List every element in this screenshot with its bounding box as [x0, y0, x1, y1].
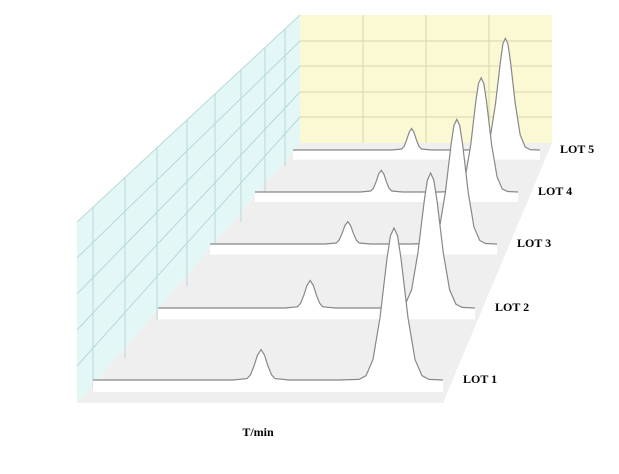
series-label: LOT 3	[517, 236, 551, 250]
lot-area	[210, 119, 497, 255]
series-label: LOT 4	[538, 184, 572, 198]
lot-area	[158, 173, 475, 320]
lot-curve	[93, 226, 444, 381]
series-label: LOT 5	[560, 142, 594, 156]
left-wall	[77, 15, 300, 403]
lot-area	[93, 228, 443, 392]
x-axis-label: T/min	[242, 425, 274, 439]
lot-area	[255, 77, 518, 203]
left-wall-grid	[76, 14, 301, 388]
series-label: LOT 2	[495, 300, 529, 314]
series-label: LOT 1	[463, 372, 497, 386]
lot-area	[293, 38, 540, 160]
